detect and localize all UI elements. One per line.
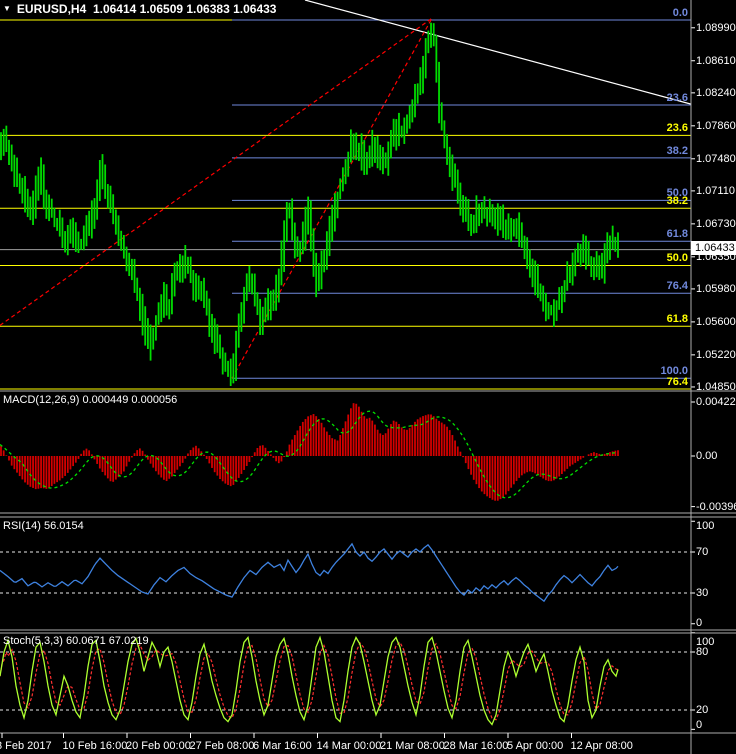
- stoch-axis-label: 0: [696, 719, 703, 731]
- symbol-dropdown-icon[interactable]: ▼: [3, 4, 11, 13]
- date-label: 6 Mar 16:00: [253, 740, 312, 752]
- rsi-axis-label: 30: [696, 587, 709, 599]
- date-label: 21 Mar 08:00: [380, 740, 445, 752]
- price-axis-label: 1.05980: [696, 282, 736, 295]
- fib-blue-label: 23.6: [666, 91, 688, 104]
- fib-yellow-label: 61.8: [666, 313, 688, 326]
- macd-axis-label: -0.003961: [696, 500, 736, 513]
- date-label: 10 Feb 16:00: [62, 740, 128, 752]
- price-axis-label: 1.07110: [696, 184, 735, 197]
- rsi-axis-label: 100: [696, 520, 715, 532]
- date-label: 12 Apr 08:00: [570, 740, 633, 752]
- date-label: 20 Feb 00:00: [126, 740, 191, 752]
- fib-yellow-label: 23.6: [666, 122, 688, 135]
- price-axis-label: 1.07860: [696, 119, 736, 132]
- fib-blue-label: 50.0: [666, 187, 688, 200]
- stoch-axis-label: 100: [696, 636, 715, 648]
- price-axis-label: 1.07480: [696, 152, 736, 165]
- symbol-ohlc-header: ▼ EURUSD,H4 1.06414 1.06509 1.06383 1.064…: [3, 2, 276, 16]
- rsi-indicator-header: RSI(14) 56.0154: [3, 520, 84, 532]
- rsi-axis-label: 70: [696, 546, 709, 558]
- ohlc-values: 1.06414 1.06509 1.06383 1.06433: [92, 2, 277, 16]
- current-price-box: 1.06433: [691, 241, 736, 255]
- price-axis-label: 1.05220: [696, 348, 736, 361]
- stoch-indicator-header: Stoch(5,3,3) 60.0671 67.0219: [3, 635, 149, 647]
- date-label: 5 Apr 00:00: [507, 740, 564, 752]
- symbol-label: EURUSD,H4: [16, 2, 87, 16]
- price-axis-label: 1.08240: [696, 86, 736, 99]
- macd-indicator-header: MACD(12,26,9) 0.000449 0.000056: [3, 394, 178, 406]
- macd-axis-label: 0.00: [696, 450, 718, 462]
- date-label: 28 Mar 16:00: [443, 740, 509, 752]
- date-label: 3 Feb 2017: [0, 740, 52, 752]
- fib-blue-label: 0.0: [672, 6, 688, 19]
- fib-blue-label: 100.0: [660, 365, 688, 378]
- fib-yellow-label: 76.4: [666, 376, 688, 388]
- fib-blue-label: 38.2: [666, 144, 688, 157]
- date-label: 27 Feb 08:00: [189, 740, 255, 752]
- price-axis-label: 1.08610: [696, 54, 736, 67]
- macd-axis-label: 0.004227: [696, 396, 736, 408]
- stoch-axis-label: 80: [696, 646, 709, 658]
- fib-blue-label: 76.4: [666, 280, 688, 293]
- stoch-axis-label: 20: [696, 704, 709, 716]
- price-axis-label: 1.08990: [696, 21, 736, 34]
- fib-blue-label: 61.8: [666, 228, 688, 241]
- fib-yellow-label: 50.0: [666, 252, 688, 265]
- rsi-axis-label: 0: [696, 617, 703, 629]
- price-axis-label: 1.06730: [696, 217, 736, 230]
- date-label: 14 Mar 00:00: [316, 740, 382, 752]
- price-axis-label: 1.04850: [696, 380, 736, 393]
- price-axis-label: 1.05600: [696, 315, 736, 328]
- fib-yellow-label: 38.2: [666, 195, 688, 208]
